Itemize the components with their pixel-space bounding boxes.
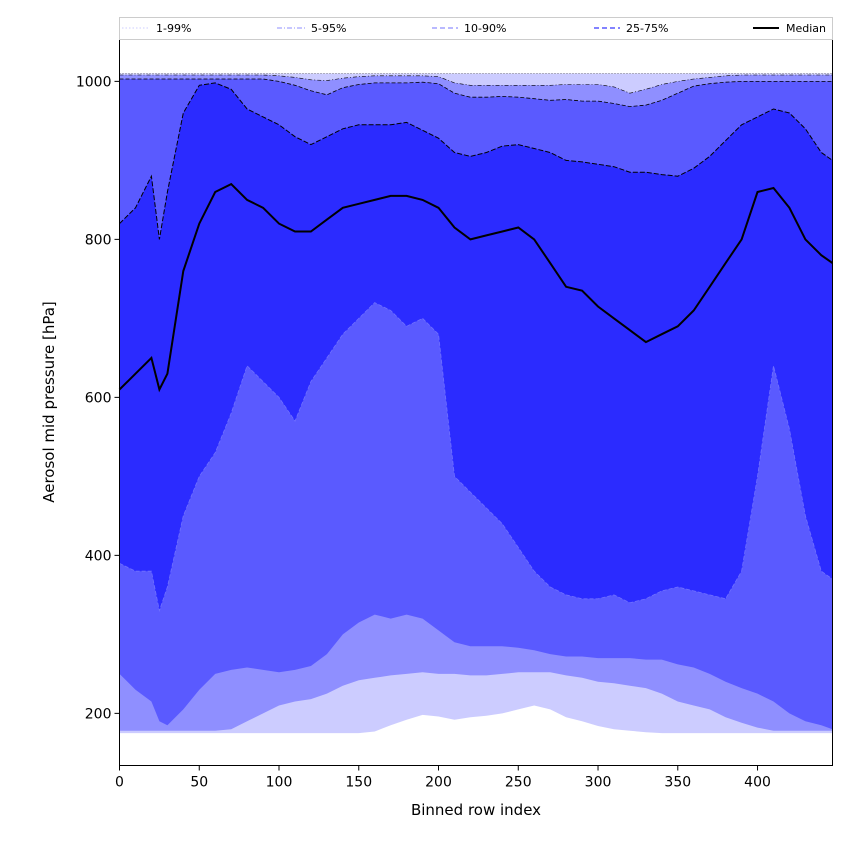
legend-label-25-75: 25-75% [626,22,668,35]
y-axis-label: Aerosol mid pressure [hPa] [40,301,58,503]
y-tick-label: 800 [85,232,112,248]
x-tick-label: 300 [585,775,612,791]
legend-label-1-99: 1-99% [156,22,191,35]
y-axis-ticks: 200 400 600 800 1000 [76,74,120,722]
legend-label-5-95: 5-95% [311,22,346,35]
line-p90 [119,78,833,108]
line-p75 [119,82,833,240]
y-tick-label: 400 [85,548,112,564]
x-tick-label: 350 [664,775,691,791]
line-median [118,182,834,393]
x-axis-label: Binned row index [411,801,541,819]
legend-box [119,17,833,40]
x-tick-label: 200 [425,775,452,791]
x-tick-label: 0 [115,775,124,791]
band-25-75 [119,82,833,611]
y-tick-label: 1000 [76,74,112,90]
line-p95 [119,74,833,94]
x-tick-label: 150 [345,775,372,791]
legend-label-median: Median [786,22,826,35]
x-tick-label: 50 [190,775,208,791]
y-tick-label: 600 [85,390,112,406]
x-tick-label: 100 [266,775,293,791]
legend: 1-99% 5-95% 10-90% 25-75% Median [119,17,833,40]
x-axis-ticks: 0 50 100 150 200 250 300 350 400 [115,765,771,791]
y-tick-label: 200 [85,706,112,722]
line-p25 [119,302,833,613]
x-tick-label: 250 [505,775,532,791]
percentile-lines [118,73,834,613]
x-tick-label: 400 [744,775,771,791]
percentile-bands [119,73,833,734]
legend-label-10-90: 10-90% [464,22,506,35]
